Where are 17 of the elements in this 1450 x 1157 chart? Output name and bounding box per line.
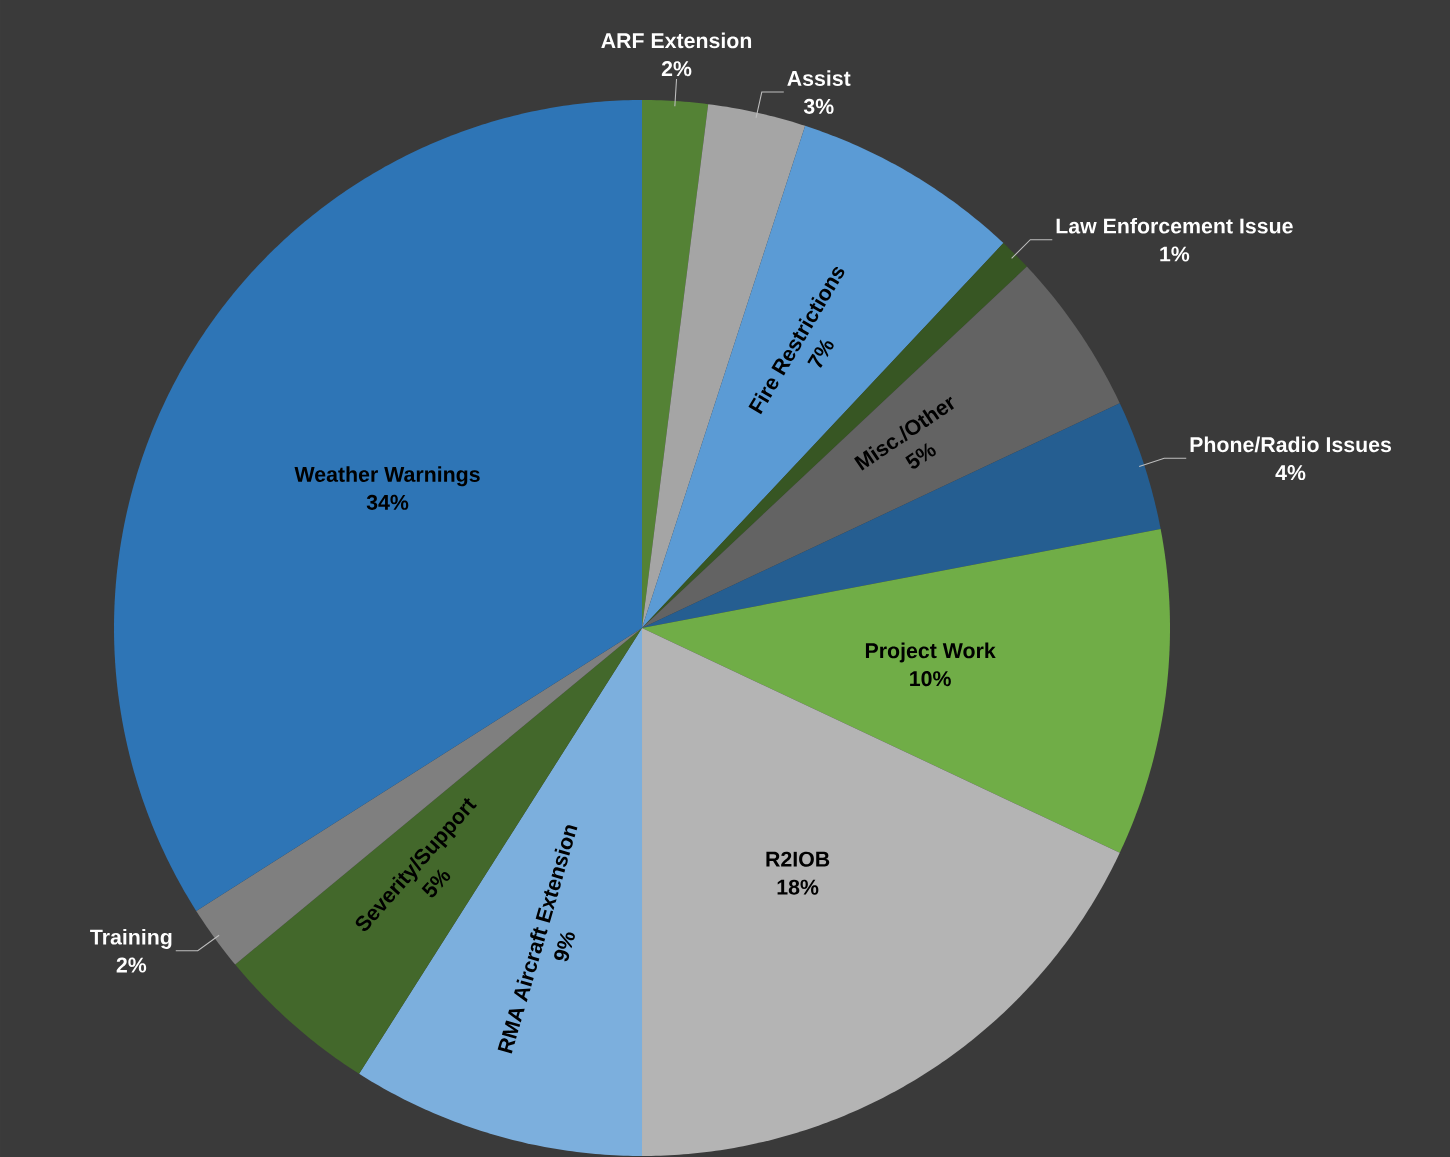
- slice-label: Phone/Radio Issues: [1190, 436, 1391, 453]
- slice-label: ARF Extension: [601, 32, 752, 49]
- data-label: 1%: [1160, 246, 1190, 262]
- slice-label: Assist: [787, 70, 851, 86]
- data-label: 9%: [554, 932, 575, 962]
- data-label: 2%: [661, 61, 692, 77]
- slice-label: Project Work: [865, 642, 996, 663]
- data-label: 34%: [366, 494, 409, 510]
- data-label: 4%: [1275, 465, 1306, 481]
- data-label: 3%: [803, 98, 834, 114]
- slice-label: Training: [90, 928, 172, 949]
- slice-label: Weather Warnings: [294, 466, 480, 487]
- data-label: 18%: [777, 879, 819, 895]
- slice-label: R2IOB: [766, 851, 830, 867]
- slice-label: Law Enforcement Issue: [1056, 217, 1293, 234]
- data-label: 2%: [116, 957, 147, 973]
- data-label: 10%: [910, 671, 951, 687]
